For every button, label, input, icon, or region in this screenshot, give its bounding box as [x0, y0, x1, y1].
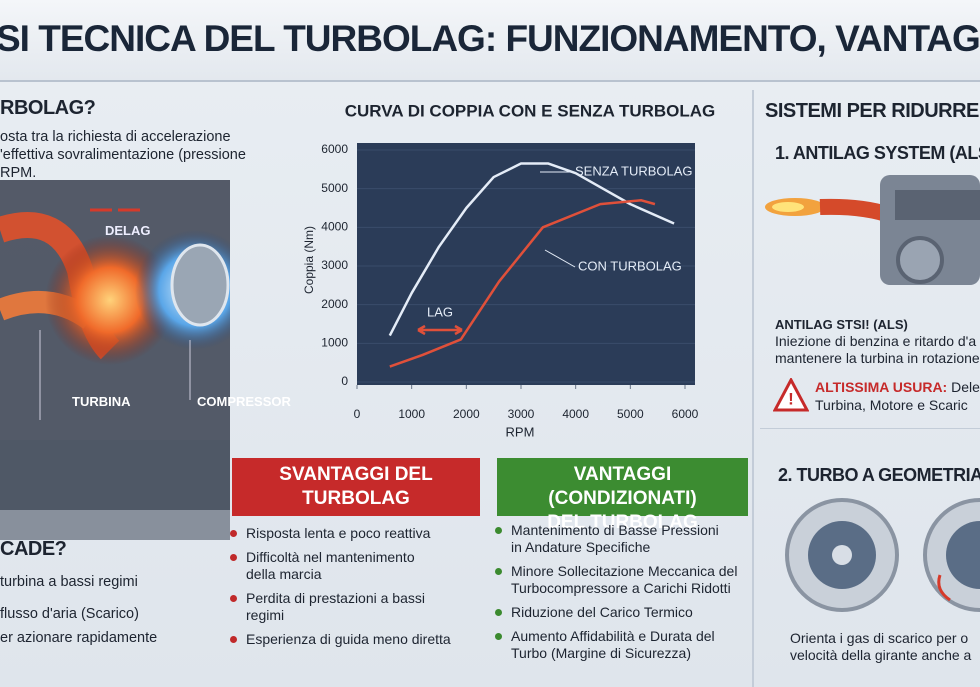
y-tick-label: 0	[341, 374, 348, 388]
y-axis-label: Coppia (Nm)	[302, 226, 316, 294]
vantaggi-list: Mantenimento di Basse Pressioni in Andatu…	[493, 522, 737, 669]
als-text: Iniezione di benzina e ritardo d'a manten…	[775, 333, 980, 367]
svantaggi-list: Risposta lenta e poco reattiva Difficoltà…	[228, 525, 451, 655]
label-leader	[544, 249, 576, 268]
x-tick-label: 3000	[508, 407, 535, 421]
y-tick-label: 3000	[321, 258, 348, 272]
item-line: Perdita di prestazioni a bassi	[246, 590, 425, 606]
left-heading: RBOLAG?	[0, 97, 96, 119]
label-turbina: TURBINA	[72, 394, 131, 409]
item-line: Aumento Affidabilità e Durata del	[511, 628, 715, 644]
label-compressor: COMPRESSOR	[197, 394, 291, 409]
text-line: 'effettiva sovralimentazione (pressione	[0, 147, 246, 163]
left-text-2: turbina a bassi regimi flusso d'aria (Sca…	[0, 570, 157, 650]
item-line: Minore Sollecitazione Meccanica del	[511, 563, 738, 579]
text-line: Iniezione di benzina e ritardo d'a	[775, 333, 977, 349]
list-item: Minore Sollecitazione Meccanica del Turbo…	[493, 563, 737, 597]
left-text: osta tra la richiesta di accelerazione 'e…	[0, 128, 246, 182]
als-title: ANTILAG STSI! (ALS)	[775, 317, 908, 332]
item-line: Turbo (Margine di Sicurezza)	[511, 645, 691, 661]
item-line: Risposta lenta e poco reattiva	[246, 525, 431, 541]
heading-line: DEL TURBOLAG	[547, 512, 698, 533]
list-item: Aumento Affidabilità e Durata del Turbo (…	[493, 628, 737, 662]
chart: CURVA DI COPPIA CON E SENZA TURBOLAG Cop…	[302, 101, 716, 439]
text-line: er azionare rapidamente	[0, 630, 158, 646]
page-title: SI TECNICA DEL TURBOLAG: FUNZIONAMENTO, …	[0, 18, 980, 59]
vgt-illustration	[785, 498, 980, 612]
vgt-text: Orienta i gas di scarico per o velocità d…	[790, 630, 971, 664]
chart-title: CURVA DI COPPIA CON E SENZA TURBOLAG	[345, 101, 716, 120]
vantaggi-heading: VANTAGGI (CONDIZIONATI) DEL TURBOLAG	[497, 458, 748, 533]
warning-text: Turbina, Motore e Scaric	[815, 397, 968, 413]
lag-arrow	[417, 324, 463, 336]
vgt-heading: 2. TURBO A GEOMETRIA VA	[778, 465, 980, 485]
list-item: Esperienza di guida meno diretta	[228, 631, 451, 648]
heading-line: TURBOLAG	[302, 488, 410, 509]
svantaggi-heading: SVANTAGGI DEL TURBOLAG	[232, 458, 480, 516]
text-line: flusso d'aria (Scarico)	[0, 606, 139, 622]
list-item: Riduzione del Carico Termico	[493, 604, 737, 621]
series-label: CON TURBOLAG	[578, 258, 682, 273]
series-line	[388, 162, 675, 337]
annotation: LAG	[427, 304, 453, 319]
separator	[760, 428, 980, 429]
text-line: osta tra la richiesta di accelerazione	[0, 129, 231, 145]
x-tick-label: 5000	[617, 407, 644, 421]
als-heading: 1. ANTILAG SYSTEM (ALS)	[775, 143, 980, 163]
y-tick-label: 4000	[321, 220, 348, 234]
list-item: Risposta lenta e poco reattiva	[228, 525, 451, 542]
text-line: velocità della girante anche a	[790, 647, 972, 663]
item-line: in Andature Specifiche	[511, 539, 651, 555]
warning-rest: Dele	[951, 379, 980, 395]
item-line: regimi	[246, 607, 285, 623]
warning-bold: ALTISSIMA USURA:	[815, 379, 948, 395]
list-item: Difficoltà nel mantenimento della marcia	[228, 549, 451, 583]
text-line: mantenere la turbina in rotazione	[775, 350, 980, 366]
item-line: Esperienza di guida meno diretta	[246, 631, 451, 647]
series-label: SENZA TURBOLAG	[575, 163, 693, 178]
warning-icon: !	[773, 378, 809, 412]
item-line: Riduzione del Carico Termico	[511, 604, 693, 620]
text-line: RPM.	[0, 165, 37, 181]
left-illustration	[0, 180, 230, 540]
y-tick-label: 1000	[321, 336, 348, 350]
item-line: della marcia	[246, 566, 322, 582]
label-delag: DELAG	[105, 223, 151, 238]
text-line: turbina a bassi regimi	[0, 574, 138, 590]
x-tick-label: 6000	[672, 407, 699, 421]
x-tick-label: 2000	[453, 407, 480, 421]
y-tick-label: 5000	[321, 181, 348, 195]
x-tick-label: 0	[354, 407, 361, 421]
left-heading-2: CADE?	[0, 538, 67, 560]
item-line: Mantenimento di Basse Pressioni	[511, 522, 719, 538]
item-line: Difficoltà nel mantenimento	[246, 549, 415, 565]
x-tick-label: 1000	[398, 407, 425, 421]
heading-line: VANTAGGI (CONDIZIONATI)	[548, 464, 697, 509]
divider	[752, 90, 754, 687]
title-bar	[0, 0, 980, 82]
x-axis-label: RPM	[506, 424, 535, 439]
als-illustration	[765, 175, 980, 285]
warning: ALTISSIMA USURA: Dele	[815, 379, 980, 395]
list-item: Perdita di prestazioni a bassi regimi	[228, 590, 451, 624]
item-line: Turbocompressore a Carichi Ridotti	[511, 580, 731, 596]
text-line: Orienta i gas di scarico per o	[790, 630, 969, 646]
list-item: Mantenimento di Basse Pressioni in Andatu…	[493, 522, 737, 556]
plot-area	[357, 143, 695, 385]
x-tick-label: 4000	[562, 407, 589, 421]
series-line	[389, 199, 656, 368]
heading-line: SVANTAGGI DEL	[279, 464, 433, 485]
y-tick-label: 6000	[321, 142, 348, 156]
right-heading: SISTEMI PER RIDURRE IL	[765, 100, 980, 122]
y-tick-label: 2000	[321, 297, 348, 311]
svg-text:!: !	[788, 389, 794, 408]
